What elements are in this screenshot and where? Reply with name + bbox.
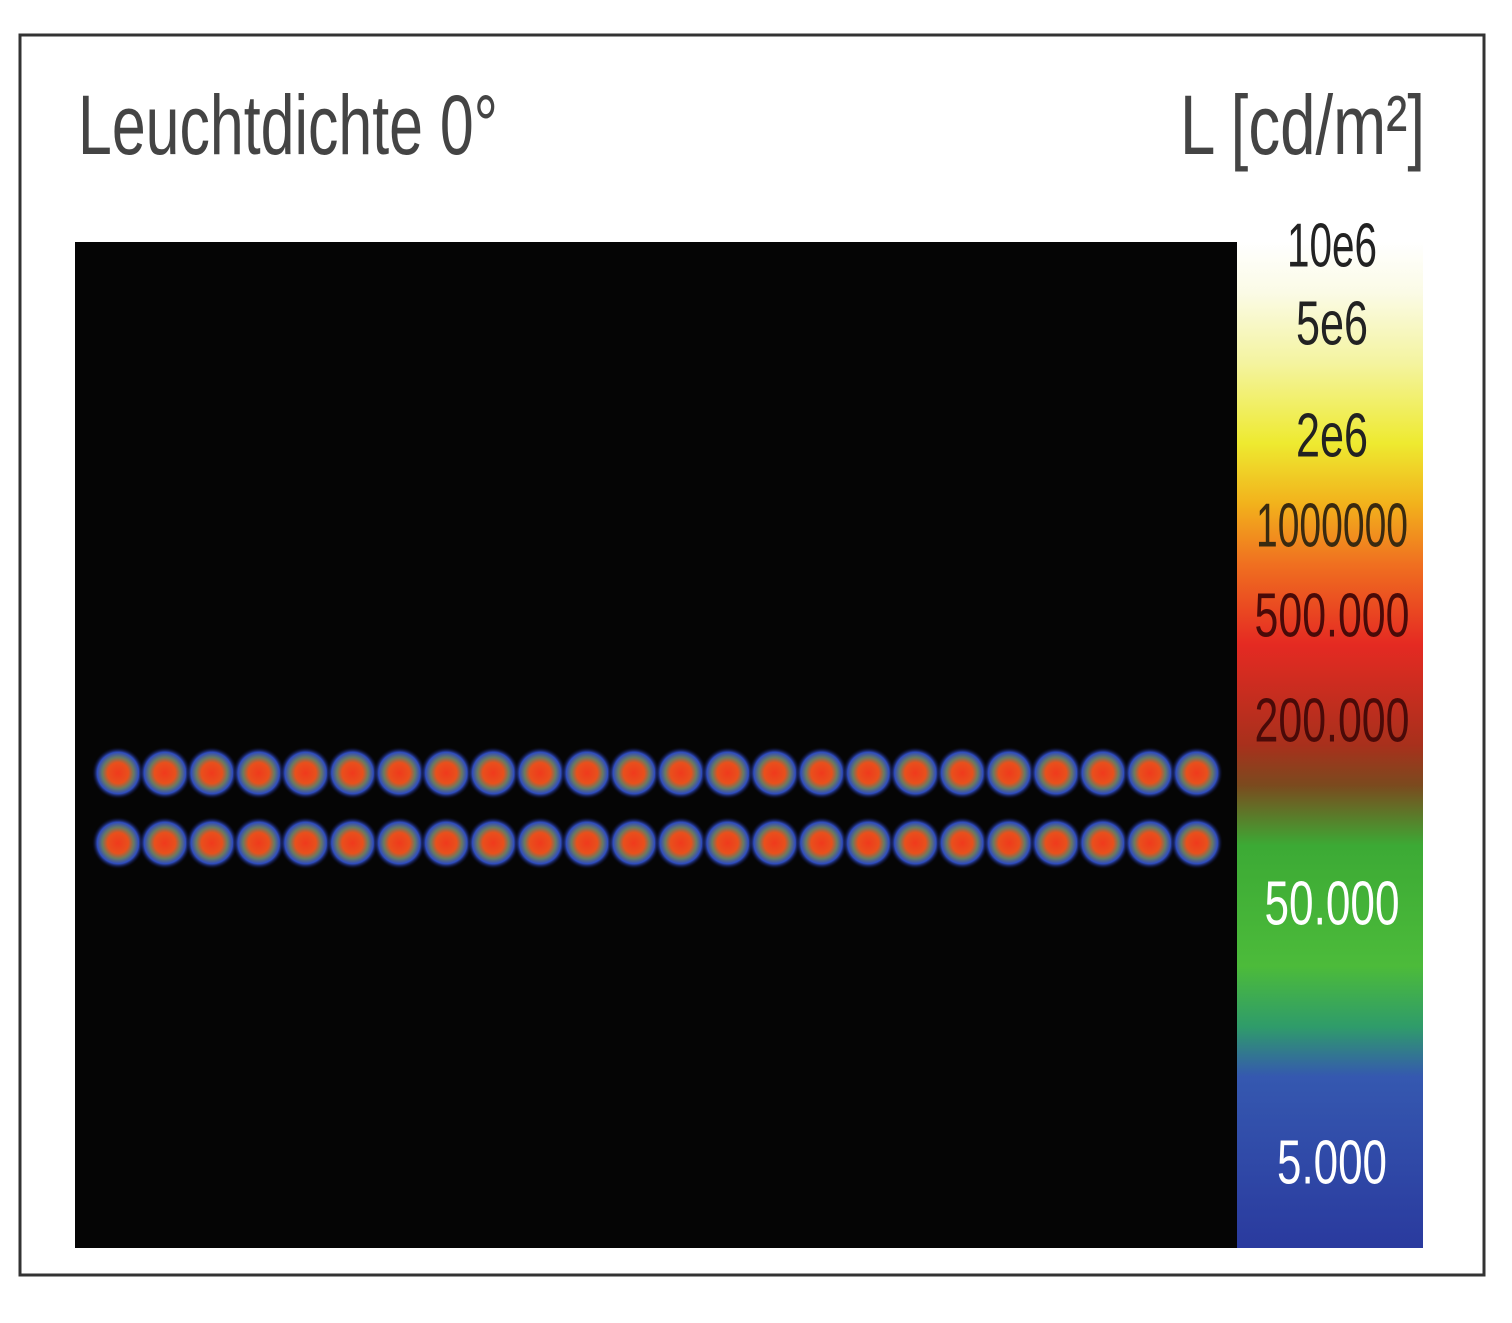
led-spot [748, 817, 801, 869]
led-spot [232, 817, 285, 869]
led-spot [373, 817, 426, 869]
led-spot [514, 817, 567, 869]
led-spot [842, 747, 895, 799]
scale-label: 10e6 [1287, 211, 1377, 280]
led-spot [1030, 817, 1082, 869]
scale-labels: 10e6 5e6 2e6 1000000 500.000 200.000 50.000 5.0… [1255, 211, 1410, 1197]
led-spot [279, 817, 332, 869]
led-spot [842, 817, 895, 869]
scale-label: 5e6 [1296, 289, 1368, 358]
led-spot [326, 817, 379, 869]
led-spot [701, 747, 754, 799]
led-spot [279, 747, 332, 799]
led-spot [185, 817, 238, 869]
led-spot [185, 747, 238, 799]
led-spot [607, 817, 660, 869]
led-spot [607, 747, 660, 799]
led-spot [1123, 817, 1176, 869]
led-spot [654, 747, 707, 799]
led-spot [936, 747, 989, 799]
title: Leuchtdichte 0° [78, 78, 498, 172]
led-rows [92, 747, 1223, 869]
led-spot [1030, 747, 1082, 799]
led-spot [795, 747, 848, 799]
luminance-map [75, 242, 1238, 1248]
led-spot [748, 747, 801, 799]
led-spot [983, 747, 1036, 799]
led-spot [561, 817, 613, 869]
led-spot [654, 817, 707, 869]
led-spot [1076, 817, 1129, 869]
led-spot [420, 817, 473, 869]
led-spot [1170, 747, 1223, 799]
led-spot [889, 747, 942, 799]
led-spot [514, 747, 567, 799]
led-spot [420, 747, 473, 799]
led-spot [232, 747, 285, 799]
led-spot [936, 817, 989, 869]
led-spot [92, 817, 144, 869]
scale-label: 200.000 [1255, 686, 1410, 755]
led-spot [701, 817, 754, 869]
led-spot [1170, 817, 1223, 869]
led-spot [326, 747, 379, 799]
scale-label: 5.000 [1277, 1128, 1387, 1197]
led-spot [1076, 747, 1129, 799]
led-spot [1123, 747, 1176, 799]
led-spot [561, 747, 613, 799]
led-spot [138, 817, 191, 869]
scale-label: 1000000 [1256, 491, 1408, 560]
led-spot [795, 817, 848, 869]
unit: L [cd/m²] [1180, 78, 1425, 172]
led-spot [373, 747, 426, 799]
scale-label: 500.000 [1255, 581, 1410, 650]
color-bar [1237, 242, 1423, 1248]
led-spot [92, 747, 144, 799]
led-spot [467, 817, 520, 869]
scale-label: 50.000 [1265, 869, 1400, 938]
led-spot [889, 817, 942, 869]
scale-label: 2e6 [1296, 401, 1368, 470]
led-spot [138, 747, 191, 799]
led-spot [983, 817, 1036, 869]
led-spot [467, 747, 520, 799]
